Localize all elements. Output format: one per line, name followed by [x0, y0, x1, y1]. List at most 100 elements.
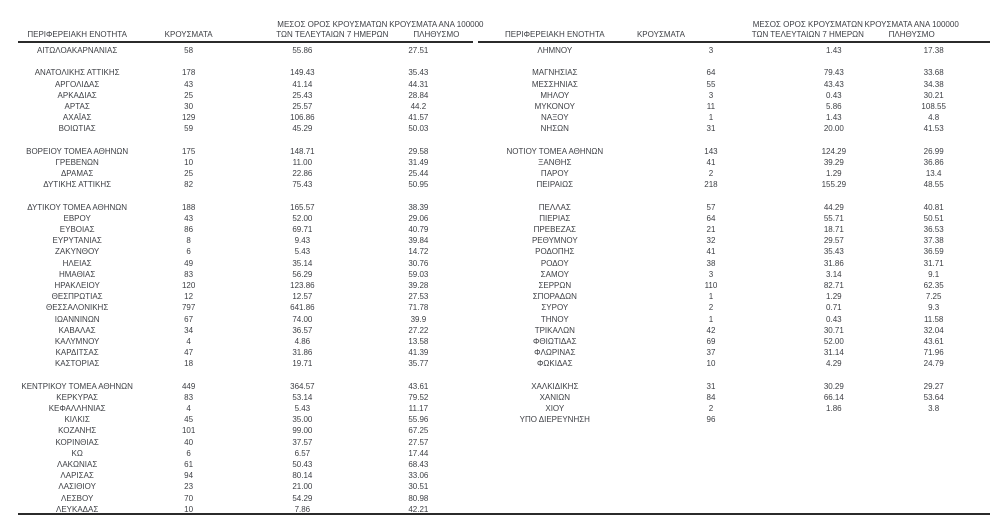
table-row: ΑΧΑΪΑΣ 129 106.86 41.57: [18, 112, 473, 123]
cell-avg7: 7.86: [294, 504, 311, 514]
cell-cases: 70: [184, 493, 194, 503]
cell-avg7: 6.57: [294, 448, 311, 458]
cell-avg7: 20.00: [823, 124, 844, 134]
table-row: ΠΕΛΛΑΣ 57 44.29 40.81: [478, 202, 990, 213]
cell-avg7: 55.71: [823, 213, 844, 223]
cell-avg7: 4.29: [826, 359, 842, 369]
cell-region: ΛΑΣΙΘΙΟΥ: [58, 482, 96, 492]
cell-cases: 129: [181, 113, 196, 123]
cell-per100k: 27.22: [408, 325, 429, 335]
cell-per100k: 71.96: [923, 348, 944, 358]
cell-cases: 40: [184, 437, 194, 447]
cell-region: ΠΑΡΟΥ: [540, 169, 569, 179]
cell-avg7: 21.00: [292, 482, 313, 492]
cell-cases: 59: [184, 124, 194, 134]
cell-avg7: 30.71: [823, 325, 844, 335]
table-row: ΛΑΣΙΘΙΟΥ 23 21.00 30.51: [18, 481, 473, 492]
table-row: ΛΑΚΩΝΙΑΣ 61 50.43 68.43: [18, 459, 473, 470]
cell-avg7: 52.00: [292, 213, 313, 223]
cell-avg7: 35.14: [292, 258, 313, 268]
table-header: ΠΕΡΙΦΕΡΕΙΑΚΗ ΕΝΟΤΗΤΑ ΚΡΟΥΣΜΑΤΑ ΜΕΣΟΣ ΟΡΟ…: [18, 9, 483, 43]
cell-per100k: 62.35: [923, 280, 944, 290]
table-bottom-rule: [18, 513, 990, 515]
cell-cases: 10: [184, 157, 194, 167]
table-row: ΜΥΚΟΝΟΥ 11 5.86 108.55: [478, 101, 990, 112]
cell-region: ΚΙΛΚΙΣ: [64, 415, 90, 425]
cell-per100k: 29.27: [923, 381, 944, 391]
cell-cases: 83: [184, 392, 194, 402]
cell-region: ΚΕΡΚΥΡΑΣ: [56, 392, 98, 402]
table-row: ΚΟΡΙΝΘΙΑΣ 40 37.57 27.57: [18, 437, 473, 448]
cell-region: ΔΥΤΙΚΗΣ ΑΤΤΙΚΗΣ: [43, 180, 112, 190]
cell-cases: 32: [706, 236, 716, 246]
cell-cases: 43: [184, 213, 194, 223]
cell-avg7: 50.43: [292, 459, 313, 469]
cell-region: ΚΑΡΔΙΤΣΑΣ: [55, 348, 99, 358]
cell-cases: 37: [706, 348, 716, 358]
cell-region: ΠΡΕΒΕΖΑΣ: [533, 225, 576, 234]
cell-avg7: 22.86: [292, 169, 313, 179]
table-row: ΚΑΣΤΟΡΙΑΣ 18 19.71 35.77: [18, 358, 473, 369]
cell-avg7: 1.29: [826, 169, 842, 179]
table-row: ΚΙΛΚΙΣ 45 35.00 55.96: [18, 414, 473, 425]
cell-cases: 188: [181, 202, 196, 212]
cell-cases: 178: [181, 68, 196, 78]
group-spacer: [18, 369, 473, 380]
table-row: ΧΑΝΙΩΝ 84 66.14 53.64: [478, 392, 990, 403]
cell-region: ΑΙΤΩΛΟΑΚΑΡΝΑΝΙΑΣ: [37, 46, 118, 55]
table-row: ΕΒΡΟΥ 43 52.00 29.06: [18, 213, 473, 224]
regional-cases-table-left: ΠΕΡΙΦΕΡΕΙΑΚΗ ΕΝΟΤΗΤΑ ΚΡΟΥΣΜΑΤΑ ΜΕΣΟΣ ΟΡΟ…: [18, 9, 483, 514]
cell-per100k: 29.58: [408, 146, 429, 156]
cell-region: ΗΛΕΙΑΣ: [62, 258, 92, 268]
cell-region: ΗΡΑΚΛΕΙΟΥ: [54, 280, 100, 290]
cell-avg7: 1.86: [826, 404, 842, 413]
cell-avg7: 149.43: [290, 68, 315, 78]
cell-avg7: 41.14: [292, 79, 313, 89]
cell-avg7: 56.29: [292, 269, 313, 279]
regional-cases-tables: ΠΕΡΙΦΕΡΕΙΑΚΗ ΕΝΟΤΗΤΑ ΚΡΟΥΣΜΑΤΑ ΜΕΣΟΣ ΟΡΟ…: [18, 9, 990, 514]
cell-avg7: 75.43: [292, 180, 313, 190]
column-header-region: ΠΕΡΙΦΕΡΕΙΑΚΗ ΕΝΟΤΗΤΑ: [505, 29, 605, 39]
table-row: ΥΠΟ ΔΙΕΡΕΥΝΗΣΗ 96: [478, 414, 990, 425]
table-row: ΤΗΝΟΥ 1 0.43 11.58: [478, 314, 990, 325]
cell-region: ΡΕΘΥΜΝΟΥ: [531, 236, 578, 246]
table-row: ΦΘΙΩΤΙΔΑΣ 69 52.00 43.61: [478, 336, 990, 347]
cell-cases: 3: [708, 90, 714, 100]
table-row: ΧΑΛΚΙΔΙΚΗΣ 31 30.29 29.27: [478, 381, 990, 392]
cell-avg7: 80.14: [292, 471, 313, 481]
cell-cases: 797: [181, 303, 196, 313]
cell-region: ΔΡΑΜΑΣ: [60, 169, 94, 179]
table-row: ΦΛΩΡΙΝΑΣ 37 31.14 71.96: [478, 347, 990, 358]
table-row: ΗΡΑΚΛΕΙΟΥ 120 123.86 39.28: [18, 280, 473, 291]
group-spacer: [18, 190, 473, 201]
cell-region: ΑΧΑΪΑΣ: [62, 113, 92, 123]
cell-per100k: 34.38: [923, 79, 944, 89]
table-row: ΚΕΡΚΥΡΑΣ 83 53.14 79.52: [18, 392, 473, 403]
table-row: ΔΡΑΜΑΣ 25 22.86 25.44: [18, 168, 473, 179]
table-body: ΑΙΤΩΛΟΑΚΑΡΝΑΝΙΑΣ 58 55.86 27.51 ΑΝΑΤΟΛΙΚΗΣ Α…: [18, 43, 473, 514]
group-spacer: [478, 190, 990, 201]
cell-avg7: 0.43: [826, 90, 842, 100]
cell-cases: 47: [184, 348, 194, 358]
table-row: ΡΕΘΥΜΝΟΥ 32 29.57 37.38: [478, 235, 990, 246]
cell-region: ΛΑΡΙΣΑΣ: [60, 471, 94, 481]
cell-region: ΚΑΒΑΛΑΣ: [58, 325, 96, 335]
table-row: ΑΙΤΩΛΟΑΚΑΡΝΑΝΙΑΣ 58 55.86 27.51: [18, 45, 473, 56]
cell-cases: 64: [706, 213, 716, 223]
cell-region: ΠΙΕΡΙΑΣ: [539, 213, 571, 223]
cell-avg7: 54.29: [292, 493, 313, 503]
cell-avg7: 165.57: [290, 202, 315, 212]
cell-per100k: 35.43: [408, 68, 429, 78]
cell-region: ΚΩ: [71, 448, 83, 458]
group-spacer: [478, 135, 990, 146]
column-header-per100k: ΚΡΟΥΣΜΑΤΑ ΑΝΑ 100000 ΠΛΗΘΥΣΜΟ: [864, 20, 959, 39]
cell-per100k: 32.04: [923, 325, 944, 335]
cell-per100k: 30.51: [408, 482, 429, 492]
table-row: ΚΕΝΤΡΙΚΟΥ ΤΟΜΕΑ ΑΘΗΝΩΝ 449 364.57 43.61: [18, 381, 473, 392]
cell-avg7: 66.14: [823, 392, 844, 402]
cell-per100k: 44.31: [408, 79, 429, 89]
cell-per100k: 48.55: [923, 180, 944, 190]
table-row: ΒΟΙΩΤΙΑΣ 59 45.29 50.03: [18, 123, 473, 134]
cell-region: ΕΒΡΟΥ: [63, 213, 91, 223]
cell-per100k: 80.98: [408, 493, 429, 503]
